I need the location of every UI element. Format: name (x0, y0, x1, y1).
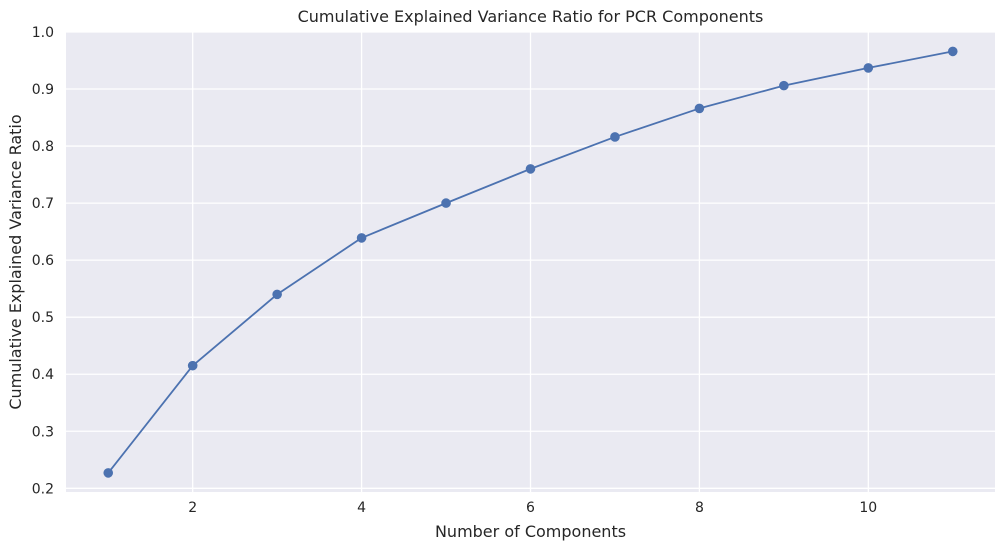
data-point (525, 164, 536, 174)
y-tick-label: 0.4 (32, 367, 54, 383)
x-tick-label: 2 (188, 500, 197, 516)
y-tick-label: 0.6 (32, 253, 54, 269)
y-tick-label: 0.9 (32, 82, 54, 98)
data-point (441, 198, 451, 208)
data-point (187, 360, 198, 371)
x-tick-label: 8 (695, 500, 704, 516)
data-point (779, 80, 789, 91)
data-point (103, 468, 114, 478)
series-layer (103, 46, 958, 478)
x-tick-label: 10 (859, 500, 877, 516)
x-tick-label: 4 (357, 500, 366, 516)
x-tick-labels: 2 4 6 8 10 (188, 500, 877, 516)
data-point (356, 233, 367, 243)
data-point (694, 103, 705, 114)
y-tick-label: 0.8 (32, 139, 54, 155)
data-point (863, 63, 874, 73)
y-axis-title: Cumulative Explained Variance Ratio (6, 114, 25, 409)
y-tick-label: 0.7 (32, 196, 54, 212)
y-tick-labels: 0.2 0.3 0.4 0.5 0.6 0.7 0.8 0.9 1.0 (32, 25, 54, 497)
y-tick-label: 0.3 (32, 424, 54, 440)
data-point (272, 289, 282, 300)
x-tick-label: 6 (526, 500, 535, 516)
grid-lines (66, 31, 995, 492)
data-point (947, 46, 958, 57)
x-axis-title: Number of Components (435, 522, 626, 541)
data-point (610, 132, 620, 142)
chart-title: Cumulative Explained Variance Ratio for … (298, 7, 764, 26)
y-tick-label: 1.0 (32, 25, 54, 41)
y-tick-label: 0.2 (32, 481, 54, 497)
y-tick-label: 0.5 (32, 310, 54, 326)
